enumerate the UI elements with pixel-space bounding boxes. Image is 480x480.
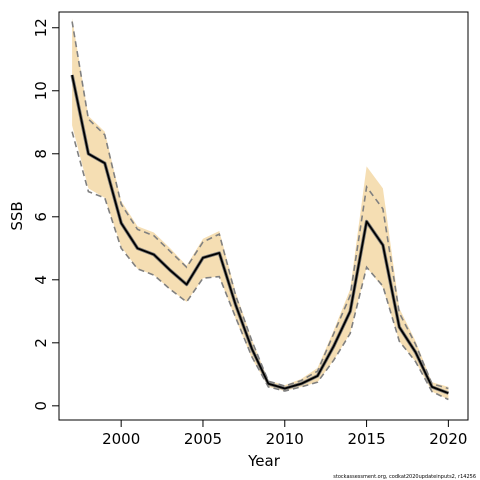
plot-frame xyxy=(58,11,469,421)
y-axis-title: SSB xyxy=(8,201,26,230)
confidence-band xyxy=(72,18,449,400)
upper-bound-line xyxy=(71,21,449,390)
y-tick-label: 2 xyxy=(32,338,50,348)
x-tick-label: 2015 xyxy=(347,430,385,448)
x-tick-label: 2000 xyxy=(102,430,140,448)
y-tick-label: 8 xyxy=(32,149,50,159)
x-tick-label: 2005 xyxy=(184,430,222,448)
y-tick-label: 0 xyxy=(32,401,50,411)
y-axis: 0 2 4 6 8 10 12 xyxy=(32,18,59,411)
x-axis: 2000 2005 2010 2015 2020 xyxy=(102,420,467,448)
lower-bound-line xyxy=(71,131,449,401)
y-tick-label: 12 xyxy=(32,18,50,37)
y-tick-label: 6 xyxy=(32,212,50,222)
x-tick-label: 2010 xyxy=(266,430,304,448)
estimate-line xyxy=(71,74,449,395)
footnote: stockassessment.org, codkat2020updateinp… xyxy=(333,474,476,480)
x-tick-label: 2020 xyxy=(429,430,467,448)
y-tick-label: 10 xyxy=(32,81,50,100)
x-axis-title: Year xyxy=(247,452,281,470)
plot-area xyxy=(70,18,450,401)
y-tick-label: 4 xyxy=(32,275,50,285)
